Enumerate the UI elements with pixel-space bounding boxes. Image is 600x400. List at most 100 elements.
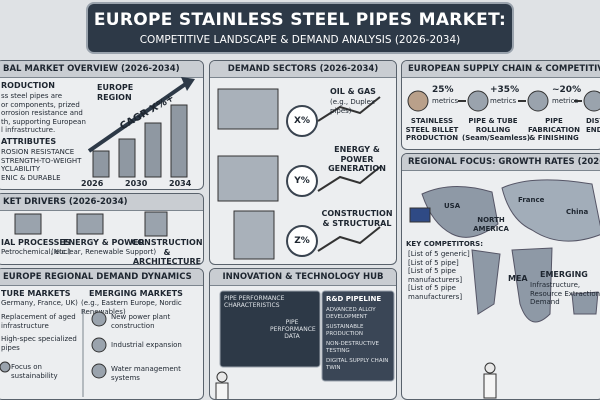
emerging-item: Water management systems [111,365,181,382]
world-map [409,179,600,399]
supply-panel: EUROPEAN SUPPLY CHAIN & COMPETITIVE LAND… [401,60,600,150]
region-label: MEA [508,274,528,283]
step-sub: metrics [432,97,459,105]
line: l infrastructure. [1,126,56,134]
emerging-item: Industrial expansion [111,341,182,349]
driver-icons [14,211,168,237]
pipeline-item: DIGITAL SUPPLY CHAIN TWIN [326,358,389,371]
innovation-panel: INNOVATION & TECHNOLOGY HUB PIPE PERFORM… [209,268,397,400]
continent [511,247,553,323]
sector-badge: X% [286,105,318,137]
step-label: PIPE & TUBE ROLLING (Seam/Seamless) [462,117,531,142]
panel-title: DEMAND SECTORS (2026-2034) [210,61,396,78]
panel-title: EUROPE REGIONAL DEMAND DYNAMICS [0,269,203,286]
step-label: STAINLESS STEEL BILLET PRODUCTION [405,117,459,142]
region-label: EUROPE REGION [97,83,134,102]
driver-label: IAL PROCESSES [1,238,71,247]
region-label: USA [444,202,461,210]
screen-data: PIPE PERFORMANCE DATA [270,319,316,340]
line: or components, prized [1,100,80,109]
step-pct: 25% [432,85,454,95]
drivers-panel: KET DRIVERS (2026-2034) IAL PROCESSES Pe… [0,193,204,265]
step-icon [583,90,600,112]
competitors-heading: KEY COMPETITORS: [406,240,484,248]
continent [471,249,501,315]
bar-icon [92,150,110,178]
screen-title: PIPE PERFORMANCE CHARACTERISTICS [224,295,285,309]
pipeline-title: R&D PIPELINE [326,295,382,303]
sector-badge: Z% [286,225,318,257]
mature-item: Focus on sustainability [11,363,58,380]
factory-icon [14,213,42,235]
continent [501,179,600,242]
panel-title: EUROPEAN SUPPLY CHAIN & COMPETITIVE LAND… [402,61,600,78]
region-label: China [566,208,589,216]
region-label: NORTH AMERICA [473,216,509,233]
trend [317,166,381,192]
scientist [483,373,497,399]
trend [317,96,381,122]
pipeline-item: NON-DESTRUCTIVE TESTING [326,341,380,354]
sector-label: ENERGY & POWER GENERATION [328,145,386,173]
overview-panel: BAL MARKET OVERVIEW (2026-2034) RODUCTIO… [0,60,204,190]
icon [91,311,107,327]
building-icon [144,211,168,237]
intro-text: ss steel pipes are or components, prized… [1,92,91,135]
region-label: EMERGING [540,270,588,279]
flag [409,207,431,223]
bar-icon [118,138,136,178]
sectors-panel: DEMAND SECTORS (2026-2034) X% OIL & GAS … [209,60,397,265]
panel-title: INNOVATION & TECHNOLOGY HUB [210,269,396,286]
step-pct: +35% [490,85,520,95]
step-sub: metrics [552,97,579,105]
continent [421,185,499,238]
emerging-heading: EMERGING MARKETS [89,289,183,298]
title-banner: EUROPE STAINLESS STEEL PIPES MARKET: COM… [86,2,514,54]
step-label: PIPE FABRICATION & FINISHING [528,117,580,142]
driver-label: CONSTRUCTION & ARCHITECTURE [131,238,203,265]
emerging-sub: (e.g., Eastern Europe, Nordic Renewables… [81,299,182,316]
line: ss steel pipes are [1,92,63,100]
icon [0,361,11,373]
mature-item: High-spec specialized pipes [1,335,77,352]
year: 2034 [169,179,192,188]
sector-badge: Y% [286,165,318,197]
mature-sub: Germany, France, UK) [1,299,78,307]
attr: STRENGTH-TO-WEIGHT [1,156,82,165]
competitor-list: [List of 5 generic] [List of 5 pipe] [Li… [408,250,470,301]
emerging-item: New power plant construction [111,313,171,330]
pipeline-item: ADVANCED ALLOY DEVELOPMENT [326,307,376,320]
continent [571,291,599,315]
attr: ENIC & DURABLE [1,173,61,182]
innovation-illustration [215,290,395,399]
screen [219,290,321,368]
attr: ROSION RESISTANCE [1,148,75,156]
energy-icon [76,213,104,235]
step-label: DISTR END- [586,117,600,134]
competitor: [List of 5 pipe] [408,258,459,267]
step-pct: ~20% [552,85,582,95]
step-icon [527,90,549,112]
focus-panel: REGIONAL FOCUS: GROWTH RATES (2026- USA … [401,153,600,400]
competitor: [List of 5 pipe manufacturers] [408,267,463,284]
power-plant [217,155,279,202]
mature-item: Replacement of aged infrastructure [1,313,76,330]
line: th, supporting European [1,117,86,126]
year: 2030 [125,179,148,188]
bar-icon [170,104,188,178]
attr-heading: ATTRIBUTES [1,137,57,146]
year: 2026 [81,179,104,188]
step-icon [407,90,429,112]
regional-icons [0,309,107,397]
icon [91,363,107,379]
pipeline-item: SUSTAINABLE PRODUCTION [326,324,364,337]
panel-title: KET DRIVERS (2026-2034) [0,194,203,211]
attr: YCLABILITY [1,165,41,173]
step-sub: metrics [490,97,517,105]
driver-sub: (Nuclear, Renewable Support) [51,248,157,256]
construction [233,210,275,260]
trend [317,226,381,252]
bar-icon [144,122,162,178]
scientist [216,371,228,383]
